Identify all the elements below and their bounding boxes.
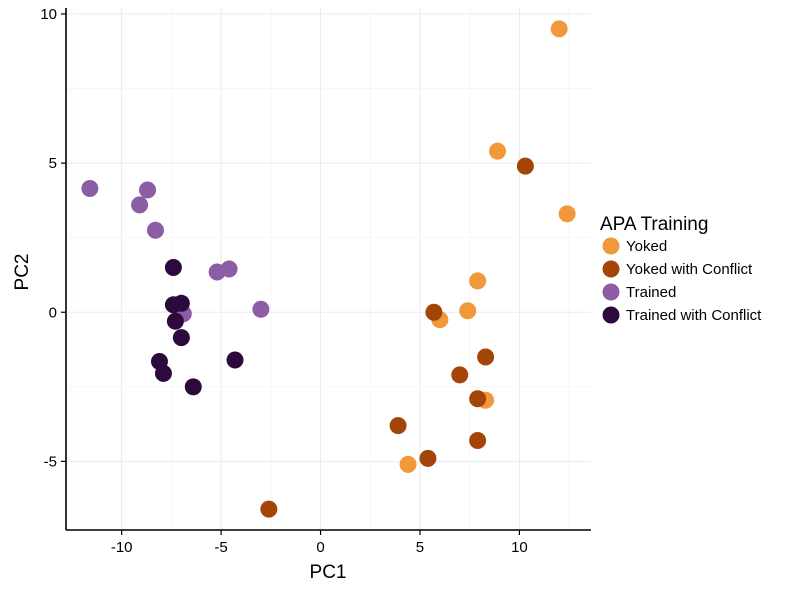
data-point-trained-with-conflict (172, 294, 190, 312)
y-tick-label: 10 (40, 6, 57, 23)
data-point-trained (131, 196, 149, 214)
x-tick-label: 0 (316, 539, 324, 556)
data-point-yoked-with-conflict (469, 432, 487, 450)
y-tick-label: 5 (49, 155, 57, 172)
data-point-yoked-with-conflict (389, 417, 407, 435)
legend-label-trained-with-conflict: Trained with Conflict (626, 307, 762, 324)
gridlines (66, 8, 591, 530)
data-point-yoked (489, 142, 507, 160)
data-point-trained (81, 179, 99, 197)
data-point-yoked-with-conflict (260, 500, 278, 518)
data-point-trained-with-conflict (184, 378, 202, 396)
x-tick-label: -10 (111, 539, 133, 556)
y-tick-label: -5 (44, 453, 57, 470)
data-point-trained (252, 300, 270, 318)
data-point-trained-with-conflict (226, 351, 244, 369)
data-point-yoked-with-conflict (516, 157, 534, 175)
data-point-yoked (399, 455, 417, 473)
data-point-yoked (459, 302, 477, 320)
data-point-trained (220, 260, 238, 278)
data-point-trained-with-conflict (154, 364, 172, 382)
data-point-yoked-with-conflict (451, 366, 469, 384)
data-point-trained-with-conflict (172, 329, 190, 347)
legend-label-yoked: Yoked (626, 238, 667, 255)
legend-title: APA Training (600, 214, 708, 235)
data-point-yoked (558, 205, 576, 223)
y-axis-title: PC2 (12, 254, 33, 291)
data-point-yoked-with-conflict (477, 348, 495, 366)
legend-key-yoked (602, 237, 620, 255)
x-tick-label: -5 (214, 539, 227, 556)
x-tick-label: 5 (416, 539, 424, 556)
data-point-trained (146, 221, 164, 239)
x-tick-label: 10 (511, 539, 528, 556)
x-axis-title: PC1 (310, 562, 347, 583)
legend-key-trained-with-conflict (602, 306, 620, 324)
data-point-yoked (469, 272, 487, 290)
data-point-yoked (550, 20, 568, 38)
y-tick-label: 0 (49, 304, 57, 321)
data-point-trained-with-conflict (166, 312, 184, 330)
legend-label-yoked-with-conflict: Yoked with Conflict (626, 261, 753, 278)
legend: APA Training Yoked Yoked with Conflict Tra… (600, 214, 762, 324)
data-points (81, 20, 576, 518)
data-point-trained-with-conflict (164, 259, 182, 277)
legend-label-trained: Trained (626, 284, 676, 301)
data-point-trained (139, 181, 157, 199)
legend-key-yoked-with-conflict (602, 260, 620, 278)
data-point-yoked-with-conflict (425, 303, 443, 321)
axes: -10 -5 0 5 10 -5 0 5 10 (40, 6, 591, 556)
data-point-yoked-with-conflict (469, 390, 487, 408)
legend-key-trained (602, 283, 620, 301)
data-point-yoked-with-conflict (419, 449, 437, 467)
